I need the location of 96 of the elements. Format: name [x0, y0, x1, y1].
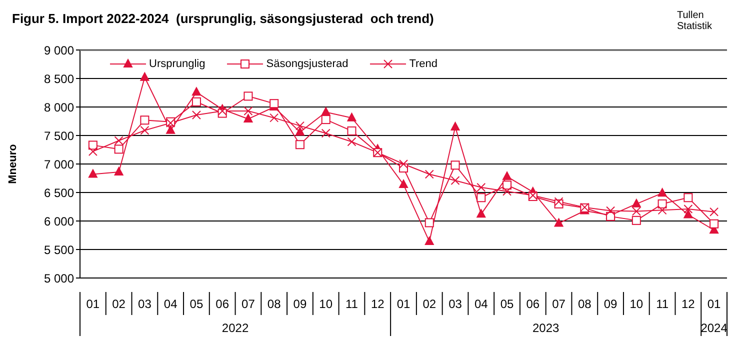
point [321, 115, 330, 124]
point [114, 136, 124, 146]
point [424, 170, 434, 179]
x-tick-label: 12 [682, 297, 696, 311]
x-tick-label: 03 [448, 297, 462, 311]
point [450, 160, 460, 170]
x-tick-label: 03 [138, 297, 152, 311]
x-tick-label: 04 [164, 297, 178, 311]
point [140, 126, 150, 135]
point [88, 169, 98, 178]
x-tick-label: 01 [396, 297, 410, 311]
point [502, 180, 512, 190]
text: 2022 [222, 321, 249, 335]
point [140, 72, 150, 81]
point [192, 97, 201, 106]
y-axis-title: Mneuro [6, 144, 19, 184]
point [347, 137, 356, 146]
point [140, 116, 150, 125]
point [244, 106, 253, 116]
point [424, 236, 434, 246]
point [192, 87, 201, 96]
point [347, 112, 356, 122]
x-tick-label: 11 [346, 297, 358, 311]
point [114, 166, 124, 176]
point [658, 199, 667, 208]
x-tick-label: 06 [526, 297, 540, 311]
point [244, 114, 253, 122]
point [88, 140, 98, 150]
y-tick-label: 7 500 [44, 128, 74, 143]
point [399, 160, 408, 168]
text: Tullen Statistik [677, 10, 712, 32]
x-tick-label: 10 [319, 297, 333, 311]
legend-label: Ursprunglig [149, 58, 206, 70]
point [270, 113, 279, 122]
point [295, 121, 304, 130]
point [218, 106, 227, 116]
point [684, 210, 693, 218]
y-tick-label: 7 000 [44, 157, 74, 172]
point [424, 218, 434, 228]
x-tick-label: 02 [112, 297, 126, 311]
point [88, 146, 98, 156]
point [658, 206, 667, 215]
y-tick-label: 5 000 [44, 271, 74, 286]
y-tick-label: 8 000 [44, 100, 74, 114]
x-tick-label: 05 [190, 297, 204, 311]
y-tick-label: 8 500 [44, 72, 74, 86]
x-tick-label: 05 [500, 297, 514, 311]
point [684, 193, 693, 202]
point [632, 206, 641, 216]
point [399, 180, 408, 188]
point [632, 198, 641, 208]
y-tick-label: 6 000 [44, 214, 74, 228]
x-tick-label: 08 [578, 297, 592, 311]
point [606, 206, 616, 216]
point [450, 176, 460, 186]
x-tick-label: 04 [474, 297, 488, 311]
point [295, 127, 304, 136]
text: 2024 [700, 321, 728, 335]
point [321, 128, 330, 138]
point [244, 92, 253, 101]
x-tick-label: 08 [267, 297, 282, 311]
point [502, 186, 512, 196]
point [295, 140, 304, 150]
point [347, 126, 356, 136]
x-tick-label: 09 [293, 297, 307, 311]
point [658, 188, 667, 197]
y-tick-label: 5 500 [44, 242, 74, 257]
chart-title: Figur 5. Import 2022-2024 (ursprunglig, säsongsjusterad och trend) [12, 11, 434, 26]
point [684, 204, 693, 214]
point [710, 219, 719, 228]
legend-label: Säsongsjusterad [266, 58, 348, 70]
point [476, 193, 486, 202]
point [114, 144, 124, 154]
point [710, 207, 719, 216]
point [632, 216, 641, 225]
x-tick-label: 02 [422, 297, 436, 311]
x-tick-label: 12 [370, 297, 385, 311]
x-tick-label: 09 [604, 297, 618, 311]
y-tick-label: 9 000 [44, 43, 74, 58]
legend-label: Trend [409, 58, 438, 70]
point [554, 218, 564, 227]
point [476, 182, 486, 192]
x-tick-label: 10 [630, 297, 644, 311]
x-tick-label: 11 [656, 297, 669, 311]
point [502, 172, 512, 180]
x-tick-label: 01 [707, 297, 722, 311]
x-tick-label: 07 [242, 297, 256, 311]
x-tick-label: 01 [86, 297, 100, 311]
point [166, 125, 176, 134]
x-tick-label: 06 [216, 297, 230, 311]
text: 2023 [532, 321, 560, 335]
y-tick-label: 6 500 [44, 186, 74, 200]
point [450, 122, 460, 130]
x-tick-label: 07 [552, 297, 566, 311]
point [476, 209, 486, 218]
point [192, 110, 201, 120]
